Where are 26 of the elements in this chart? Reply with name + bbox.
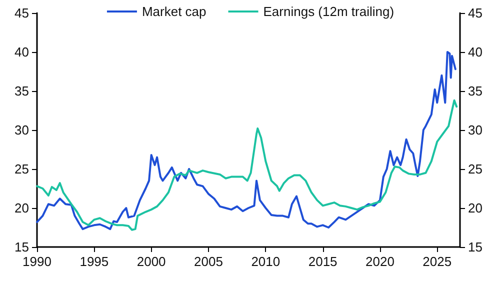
y-tick-label: 40 [14,44,29,60]
y2-tick-label: 25 [468,162,482,176]
y2-tick-label: 15 [468,240,482,254]
x-tick-label: 2000 [136,254,166,269]
y2-tick-label: 40 [468,44,482,60]
y2-tick-label: 35 [468,84,482,98]
legend-label: Earnings (12m trailing) [263,4,394,19]
y-tick-label: 35 [14,84,29,98]
y2-tick-label: 20 [468,200,482,216]
x-tick-label: 2010 [251,254,280,269]
x-tick-label: 2025 [422,254,452,269]
y-tick-label: 15 [14,240,29,254]
x-tick-label: 2005 [194,254,223,269]
legend-label: Market cap [142,4,206,19]
x-tick-label: 2015 [308,254,338,269]
line-series [36,99,458,231]
y2-tick-label: 30 [468,122,482,138]
line-series [36,51,456,230]
y-tick-label: 20 [14,200,29,216]
y2-tick-label: 45 [468,6,482,20]
x-tick-label: 1995 [80,254,109,269]
x-tick-label: 2020 [366,254,394,269]
y-tick-label: 25 [14,162,29,176]
x-tick-label: 1990 [22,254,52,269]
y-tick-label: 45 [14,6,29,20]
y-tick-label: 30 [14,122,29,138]
